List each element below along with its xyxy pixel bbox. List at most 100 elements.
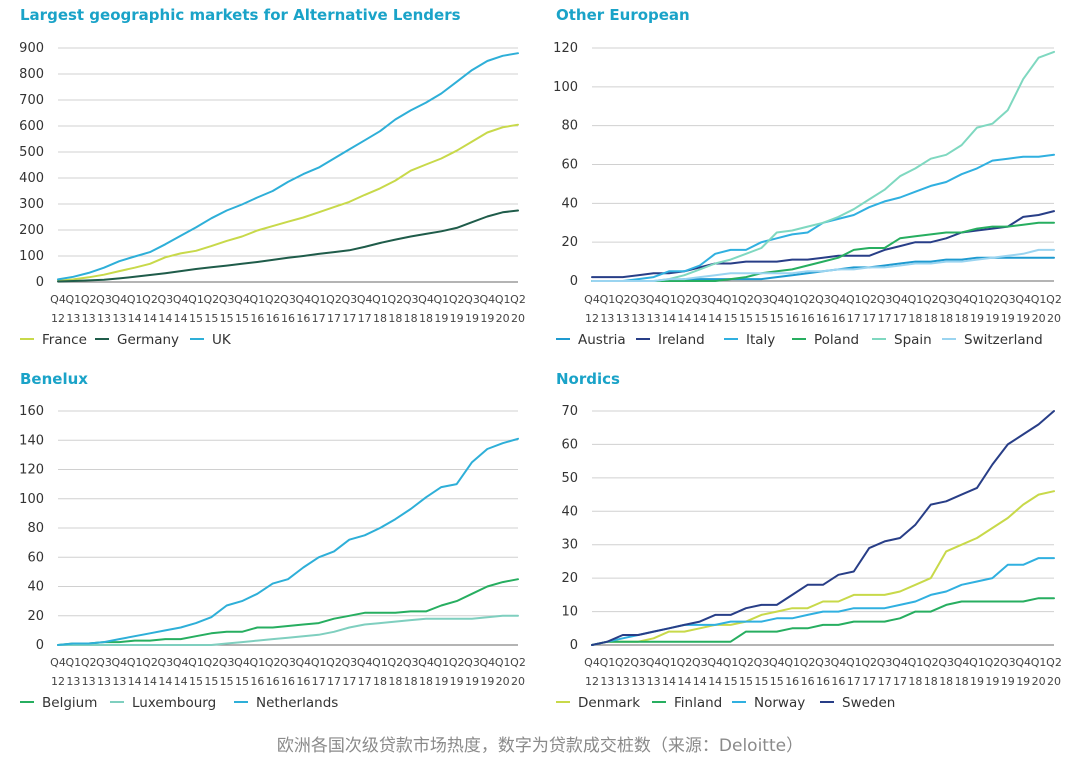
- x-tick-quarter: Q1: [65, 293, 81, 306]
- x-tick-year: 20: [1032, 312, 1046, 325]
- x-tick-year: 19: [465, 675, 479, 688]
- x-tick-year: 15: [220, 312, 234, 325]
- y-tick-label: 40: [561, 196, 578, 211]
- legend-item-spain: Spain: [872, 332, 932, 348]
- x-tick-year: 12: [51, 675, 65, 688]
- x-tick-year: 14: [128, 312, 142, 325]
- x-tick-year: 19: [480, 312, 494, 325]
- x-tick-quarter: Q4: [173, 293, 189, 306]
- x-tick-year: 15: [235, 312, 249, 325]
- x-tick-quarter: Q3: [464, 656, 480, 669]
- x-tick-quarter: Q1: [249, 293, 265, 306]
- x-tick-quarter: Q2: [615, 656, 631, 669]
- x-tick-quarter: Q4: [357, 656, 373, 669]
- x-tick-quarter: Q2: [1046, 656, 1062, 669]
- x-tick-quarter: Q3: [692, 293, 708, 306]
- chart-title: Other European: [556, 6, 690, 24]
- legend-item-netherlands: Netherlands: [234, 695, 338, 711]
- x-tick-quarter: Q2: [387, 656, 403, 669]
- x-tick-year: 20: [1032, 675, 1046, 688]
- legend-label: Norway: [754, 695, 805, 711]
- x-tick-year: 17: [893, 675, 907, 688]
- x-tick-year: 19: [985, 312, 999, 325]
- series-line-poland: [591, 221, 1055, 282]
- x-tick-quarter: Q1: [908, 293, 924, 306]
- x-tick-quarter: Q4: [50, 293, 66, 306]
- x-tick-quarter: Q2: [510, 656, 526, 669]
- y-tick-label: 10: [561, 605, 578, 620]
- x-tick-quarter: Q1: [188, 293, 204, 306]
- x-tick-quarter: Q4: [954, 293, 970, 306]
- x-tick-year: 15: [204, 675, 218, 688]
- x-tick-year: 15: [235, 675, 249, 688]
- series-line-france: [57, 123, 519, 282]
- x-tick-year: 13: [97, 675, 111, 688]
- x-tick-year: 16: [801, 312, 815, 325]
- x-tick-quarter: Q2: [142, 656, 158, 669]
- x-tick-year: 18: [419, 312, 433, 325]
- x-tick-year: 16: [831, 675, 845, 688]
- x-tick-quarter: Q2: [861, 656, 877, 669]
- x-tick-year: 18: [404, 675, 418, 688]
- x-tick-quarter: Q3: [341, 293, 357, 306]
- x-tick-quarter: Q4: [295, 293, 311, 306]
- x-tick-quarter: Q4: [646, 293, 662, 306]
- x-tick-quarter: Q3: [403, 656, 419, 669]
- y-tick-label: 80: [561, 119, 578, 134]
- legend-label: Denmark: [578, 695, 640, 711]
- x-tick-year: 13: [112, 675, 126, 688]
- x-tick-year: 18: [939, 312, 953, 325]
- x-tick-quarter: Q3: [219, 293, 235, 306]
- x-tick-quarter: Q1: [723, 656, 739, 669]
- x-tick-quarter: Q2: [923, 293, 939, 306]
- x-tick-year: 19: [970, 675, 984, 688]
- x-tick-year: 16: [266, 675, 280, 688]
- x-tick-year: 17: [847, 675, 861, 688]
- legend-item-denmark: Denmark: [556, 695, 640, 711]
- legend-item-poland: Poland: [792, 332, 859, 348]
- y-tick-label: 100: [19, 249, 44, 264]
- x-tick-year: 18: [955, 312, 969, 325]
- y-tick-label: 200: [19, 223, 44, 238]
- x-tick-year: 17: [862, 675, 876, 688]
- x-tick-year: 17: [358, 312, 372, 325]
- x-tick-quarter: Q2: [615, 293, 631, 306]
- y-tick-label: 600: [19, 119, 44, 134]
- x-tick-year: 14: [158, 675, 172, 688]
- legend-label: Belgium: [42, 695, 97, 711]
- x-tick-quarter: Q1: [846, 293, 862, 306]
- x-tick-year: 15: [220, 675, 234, 688]
- y-tick-label: 70: [561, 404, 578, 419]
- x-tick-year: 19: [970, 312, 984, 325]
- x-tick-quarter: Q3: [630, 293, 646, 306]
- x-tick-year: 14: [158, 312, 172, 325]
- y-tick-label: 140: [19, 433, 44, 448]
- legend-label: Finland: [674, 695, 722, 711]
- legend-label: Luxembourg: [132, 695, 216, 711]
- x-tick-quarter: Q2: [81, 293, 97, 306]
- x-tick-quarter: Q2: [142, 293, 158, 306]
- x-tick-year: 14: [174, 312, 188, 325]
- x-tick-quarter: Q1: [249, 656, 265, 669]
- series-line-luxembourg: [57, 614, 519, 646]
- y-tick-label: 500: [19, 145, 44, 160]
- x-tick-quarter: Q3: [96, 293, 112, 306]
- x-tick-year: 15: [770, 312, 784, 325]
- x-tick-year: 17: [878, 675, 892, 688]
- chart-panel-1: Largest geographic markets for Alternati…: [19, 6, 526, 348]
- series-line-switzerland: [591, 248, 1055, 282]
- x-tick-quarter: Q4: [954, 656, 970, 669]
- legend-item-belgium: Belgium: [20, 695, 97, 711]
- legend-item-finland: Finland: [652, 695, 722, 711]
- x-tick-quarter: Q4: [418, 293, 434, 306]
- x-tick-quarter: Q2: [677, 293, 693, 306]
- series-line-ireland: [591, 210, 1055, 279]
- x-tick-quarter: Q1: [1031, 293, 1047, 306]
- x-tick-year: 13: [112, 312, 126, 325]
- legend-item-norway: Norway: [732, 695, 805, 711]
- x-tick-year: 19: [465, 312, 479, 325]
- x-tick-year: 13: [631, 675, 645, 688]
- x-tick-year: 16: [296, 312, 310, 325]
- y-tick-label: 60: [561, 158, 578, 173]
- x-tick-year: 16: [816, 675, 830, 688]
